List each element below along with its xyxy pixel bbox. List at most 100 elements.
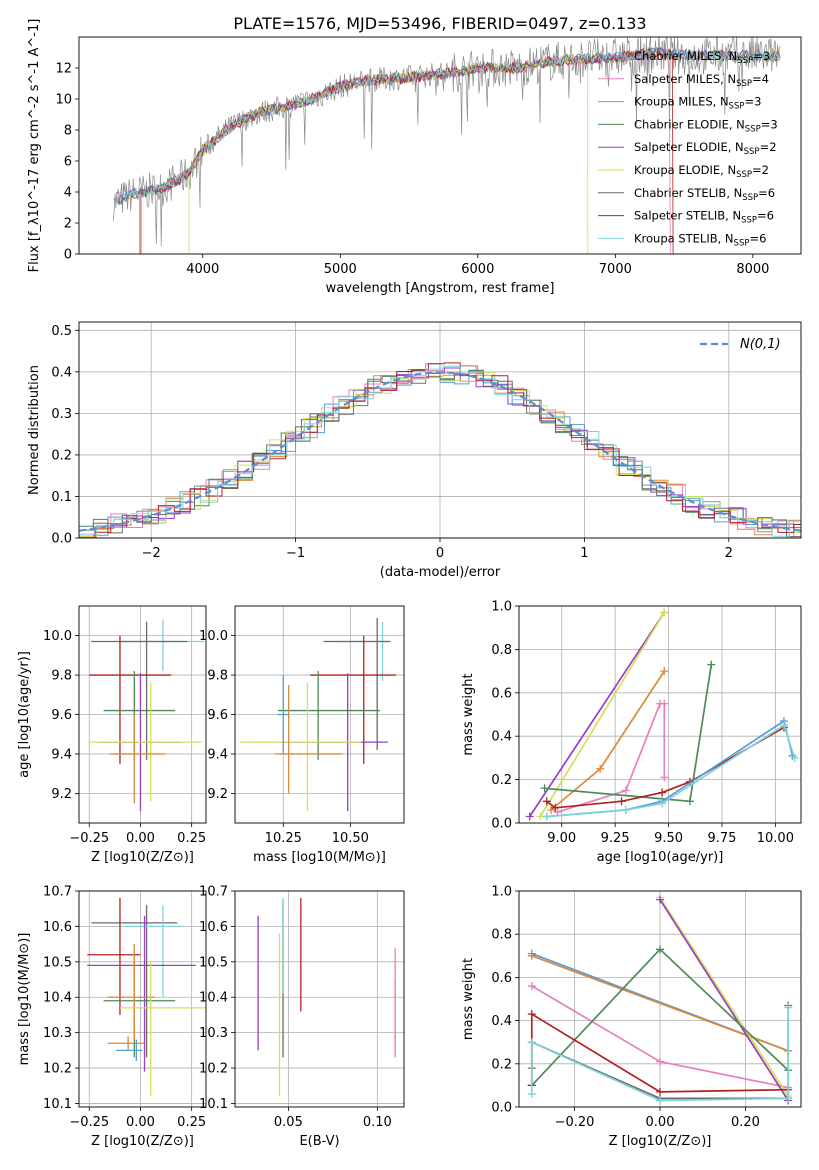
y-tick-label: 0.2 — [491, 1057, 512, 1072]
x-tick-label: 10.50 — [332, 831, 369, 846]
y-tick-label: 12 — [55, 62, 72, 77]
axes-frame — [518, 605, 802, 824]
weight-line — [659, 897, 789, 1097]
y-tick-label: 10.1 — [43, 1097, 72, 1112]
x-tick-label: 0.00 — [646, 1115, 675, 1130]
plot-area — [257, 898, 396, 1097]
chart-title: PLATE=1576, MJD=53496, FIBERID=0497, z=0… — [233, 14, 646, 33]
x-tick-label: 0.00 — [126, 1115, 155, 1130]
x-axis-label: wavelength [Angstrom, rest frame] — [326, 281, 555, 296]
weight-marker — [527, 951, 536, 960]
weight-marker — [617, 797, 626, 806]
y-axis-label: mass weight — [461, 958, 476, 1040]
plot-area — [89, 619, 204, 812]
axes-frame — [78, 890, 207, 1108]
y-axis-label: Flux [f_λ10^-17 erg cm^-2 s^-1 A^-1] — [27, 19, 42, 273]
weight-line — [539, 612, 666, 817]
x-tick-label: −1 — [286, 546, 305, 561]
weight-marker — [790, 753, 799, 762]
weight-marker — [660, 699, 669, 708]
y-tick-label: 10.7 — [43, 885, 72, 900]
legend-label: Salpeter ELODIE, NSSP=2 — [634, 140, 777, 157]
axes-residual-histogram: −2 −1 0 1 2 0.0 0.1 0.2 0.3 0.4 0.5 (data-model)/er… — [27, 321, 802, 580]
x-tick-label: 5000 — [324, 262, 357, 277]
plot-area — [87, 898, 206, 1097]
y-tick-label: 0.0 — [491, 817, 512, 832]
axes-mass-weight-vs-z: −0.20 0.00 0.20 0.0 0.2 0.4 0.6 0.8 1.0 Z [log10(… — [461, 885, 802, 1149]
x-tick-label: 1 — [580, 546, 588, 561]
weight-marker — [660, 667, 669, 676]
legend-label: Chabrier MILES, NSSP=3 — [634, 49, 770, 66]
y-tick-label: 9.2 — [51, 787, 72, 802]
y-tick-label: 0.6 — [491, 971, 512, 986]
y-tick-label: 10.6 — [199, 920, 228, 935]
y-tick-label: 0.4 — [491, 730, 512, 745]
x-tick-label: 0.10 — [363, 1115, 392, 1130]
y-tick-label: 0.8 — [491, 928, 512, 943]
y-axis-label: mass weight — [461, 673, 476, 755]
y-tick-label: 0.5 — [51, 324, 72, 339]
x-tick-label: 9.75 — [707, 831, 736, 846]
axes-frame — [78, 605, 207, 824]
axes-frame — [234, 605, 405, 824]
y-tick-label: 0.0 — [51, 532, 72, 547]
y-tick-label: 0.4 — [51, 365, 72, 380]
weight-marker — [527, 1010, 536, 1019]
x-tick-label: 0.00 — [126, 831, 155, 846]
y-tick-label: 10.0 — [199, 629, 228, 644]
x-axis-label: Z [log10(Z/Z⊙)] — [91, 1134, 194, 1149]
y-tick-label: 6 — [64, 155, 72, 170]
y-tick-label: 9.6 — [51, 708, 72, 723]
panels: 4000 5000 6000 7000 8000024681012wavelength … — [17, 19, 802, 1149]
axes-frame — [518, 890, 802, 1108]
y-tick-label: 10.2 — [43, 1062, 72, 1077]
gaussian-curve — [79, 371, 801, 532]
x-tick-label: 9.25 — [601, 831, 630, 846]
axes-frame — [234, 890, 405, 1108]
weight-marker — [685, 797, 694, 806]
plot-area — [527, 893, 793, 1105]
residual-histogram — [79, 365, 801, 537]
legend-label: Salpeter MILES, NSSP=4 — [634, 72, 769, 89]
x-axis-label: mass [log10(M/M⊙)] — [253, 850, 386, 865]
x-tick-label: −0.25 — [69, 1115, 109, 1130]
weight-line — [528, 612, 666, 817]
weight-marker — [542, 797, 551, 806]
x-tick-label: 10.00 — [757, 831, 794, 846]
legend-label: Kroupa STELIB, NSSP=6 — [634, 231, 766, 248]
x-axis-label: age [log10(age/yr)] — [597, 850, 724, 865]
model-spectrum-line — [123, 46, 780, 203]
spectrum-legend: Chabrier MILES, NSSP=3 Salpeter MILES, NS… — [598, 49, 778, 248]
y-tick-label: 10.5 — [199, 955, 228, 970]
x-tick-label: −0.20 — [555, 1115, 595, 1130]
plot-area — [113, 37, 781, 254]
weight-marker — [784, 1003, 793, 1012]
x-tick-label: 0.25 — [177, 1115, 206, 1130]
legend-label: Kroupa ELODIE, NSSP=2 — [634, 163, 769, 180]
weight-marker — [784, 1094, 793, 1103]
y-tick-label: 10.0 — [43, 629, 72, 644]
x-tick-label: 4000 — [186, 262, 219, 277]
y-axis-label: Normed distribution — [27, 365, 42, 495]
x-axis-label: Z [log10(Z/Z⊙)] — [609, 1134, 712, 1149]
y-axis-label: age [log10(age/yr)] — [17, 651, 32, 778]
y-tick-label: 9.4 — [51, 747, 72, 762]
x-axis-label: E(B-V) — [299, 1134, 339, 1149]
weight-line — [659, 899, 789, 1101]
axes-mass-vs-e-b-v-: 0.05 0.10 10.1 10.2 10.3 10.4 10.5 10.6 10.7 E(B-… — [199, 885, 405, 1149]
weight-marker — [779, 721, 788, 730]
y-tick-label: 9.6 — [207, 708, 228, 723]
weight-marker — [656, 1096, 664, 1105]
plot-area — [240, 617, 396, 812]
y-tick-label: 10.3 — [199, 1026, 228, 1041]
legend-label: Salpeter STELIB, NSSP=6 — [634, 209, 774, 226]
y-tick-label: 0.1 — [51, 490, 72, 505]
weight-marker — [658, 799, 667, 808]
weight-marker — [656, 945, 664, 954]
axes-frame — [78, 321, 802, 539]
y-tick-label: 10.1 — [199, 1097, 228, 1112]
weight-marker — [621, 786, 630, 795]
x-tick-label: 9.00 — [547, 831, 576, 846]
weight-marker — [525, 812, 534, 821]
